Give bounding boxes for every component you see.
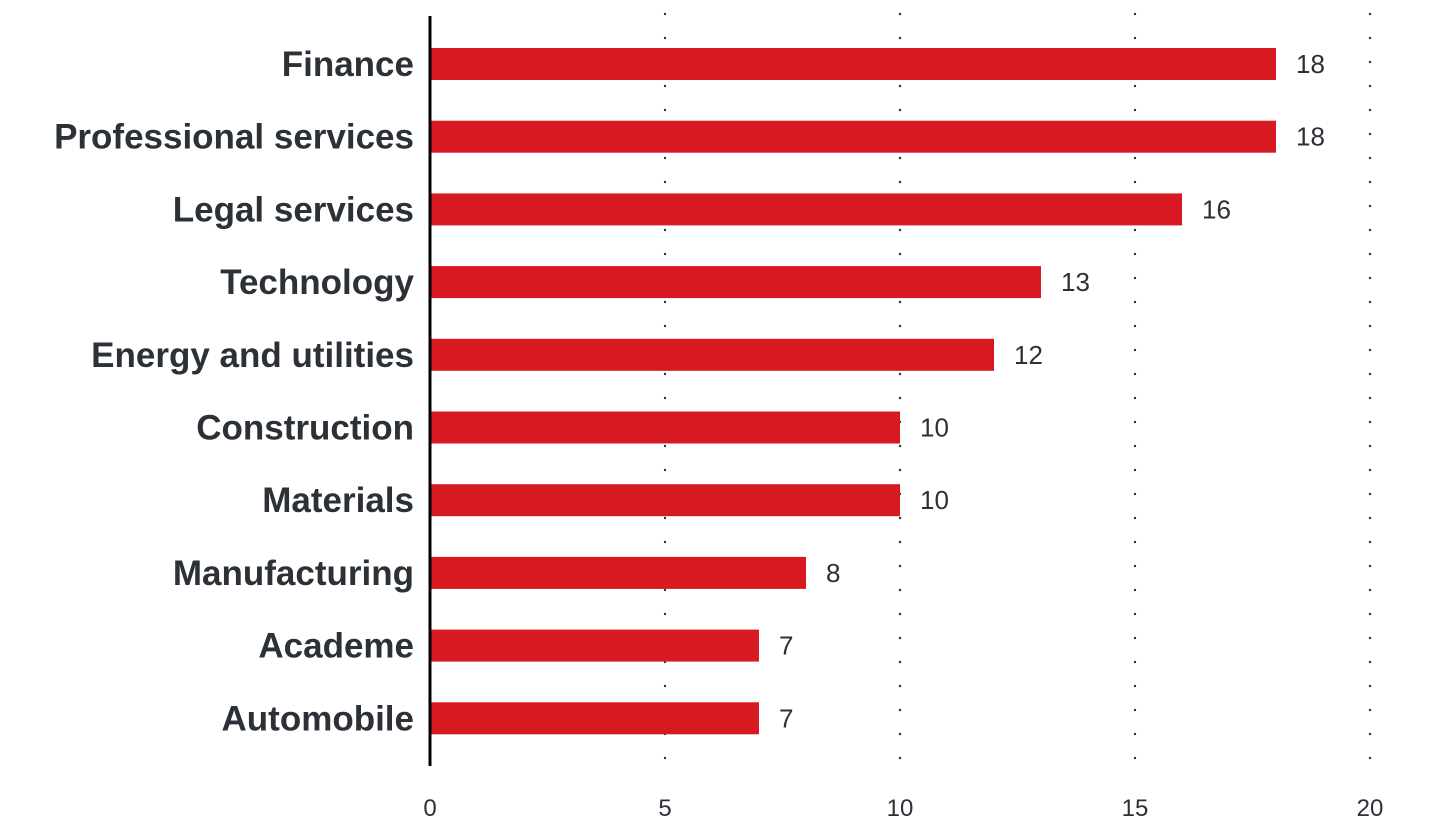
value-label: 8 [826, 558, 840, 588]
category-label: Manufacturing [173, 554, 414, 593]
x-tick-label: 0 [423, 795, 436, 822]
value-label: 7 [779, 703, 793, 733]
bars [430, 48, 1276, 735]
category-label: Automobile [222, 699, 414, 738]
bar-materials [430, 484, 900, 517]
x-tick-label: 5 [658, 795, 671, 822]
category-label: Legal services [173, 190, 414, 229]
bar-finance [430, 48, 1276, 80]
bar-professional-services [430, 120, 1276, 153]
bar-technology [430, 266, 1041, 299]
bar-automobile [430, 702, 759, 735]
bar-manufacturing [430, 556, 806, 589]
value-label: 10 [920, 485, 949, 515]
value-label: 16 [1202, 194, 1231, 224]
value-label: 18 [1296, 122, 1325, 152]
category-label: Finance [282, 45, 414, 84]
value-label: 12 [1014, 340, 1043, 370]
bar-construction [430, 411, 900, 444]
bar-academe [430, 629, 759, 662]
category-label: Materials [262, 481, 414, 520]
value-label: 18 [1296, 49, 1325, 79]
category-label: Technology [220, 263, 414, 302]
x-tick-label: 15 [1122, 795, 1149, 822]
value-label: 10 [920, 413, 949, 443]
x-tick-label: 20 [1357, 795, 1384, 822]
value-label: 7 [779, 631, 793, 661]
labels: 0 5 10 15 20 Finance 18 Professional services 18… [54, 45, 1383, 822]
category-label: Academe [258, 627, 414, 666]
category-label: Construction [196, 409, 414, 448]
bar-legal-services [430, 193, 1182, 226]
category-label: Energy and utilities [91, 336, 414, 375]
x-tick-label: 10 [887, 795, 914, 822]
bar-energy-and-utilities [430, 338, 994, 371]
value-label: 13 [1061, 267, 1090, 297]
category-label: Professional services [54, 118, 414, 157]
